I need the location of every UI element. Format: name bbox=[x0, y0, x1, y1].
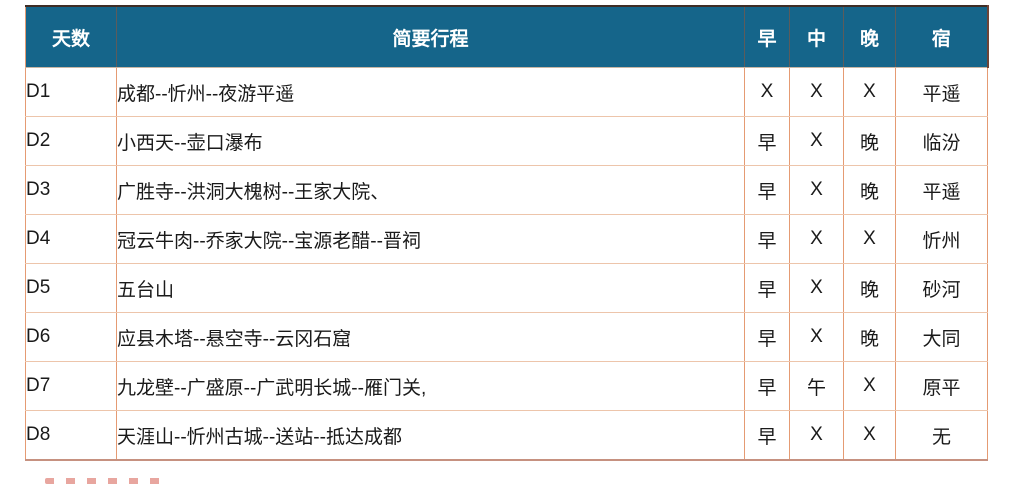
lunch-cell: X bbox=[789, 67, 844, 117]
table-row: D4 冠云牛肉--乔家大院--宝源老醋--晋祠 早 X X 忻州 bbox=[25, 214, 988, 264]
breakfast-cell: 早 bbox=[744, 361, 790, 411]
header-itinerary: 简要行程 bbox=[116, 5, 745, 68]
dinner-cell: X bbox=[843, 67, 896, 117]
lunch-cell: X bbox=[789, 214, 844, 264]
day-cell: D6 bbox=[25, 312, 117, 362]
header-breakfast: 早 bbox=[744, 5, 790, 68]
stay-cell: 忻州 bbox=[895, 214, 988, 264]
header-row: 天数 简要行程 早 中 晚 宿 bbox=[25, 5, 989, 68]
stay-cell: 砂河 bbox=[895, 263, 988, 313]
table-row: D6 应县木塔--悬空寺--云冈石窟 早 X 晚 大同 bbox=[25, 312, 988, 362]
stay-cell: 临汾 bbox=[895, 116, 988, 166]
lunch-cell: X bbox=[789, 410, 844, 461]
header-lunch: 中 bbox=[789, 5, 844, 68]
lunch-cell: 午 bbox=[789, 361, 844, 411]
header-stay: 宿 bbox=[895, 5, 989, 68]
day-cell: D8 bbox=[25, 410, 117, 461]
breakfast-cell: 早 bbox=[744, 165, 790, 215]
cut-off-red-text bbox=[45, 478, 163, 484]
stay-cell: 无 bbox=[895, 410, 988, 461]
dinner-cell: 晚 bbox=[843, 116, 896, 166]
breakfast-cell: X bbox=[744, 67, 790, 117]
day-cell: D2 bbox=[25, 116, 117, 166]
itinerary-cell: 五台山 bbox=[116, 263, 745, 313]
lunch-cell: X bbox=[789, 312, 844, 362]
itinerary-cell: 广胜寺--洪洞大槐树--王家大院、 bbox=[116, 165, 745, 215]
itinerary-cell: 成都--忻州--夜游平遥 bbox=[116, 67, 745, 117]
itinerary-table: 天数 简要行程 早 中 晚 宿 D1 成都--忻州--夜游平遥 X X X 平遥… bbox=[25, 5, 989, 461]
breakfast-cell: 早 bbox=[744, 116, 790, 166]
header-day: 天数 bbox=[25, 5, 117, 68]
day-cell: D4 bbox=[25, 214, 117, 264]
dinner-cell: 晚 bbox=[843, 165, 896, 215]
itinerary-cell: 冠云牛肉--乔家大院--宝源老醋--晋祠 bbox=[116, 214, 745, 264]
dinner-cell: X bbox=[843, 361, 896, 411]
breakfast-cell: 早 bbox=[744, 312, 790, 362]
breakfast-cell: 早 bbox=[744, 410, 790, 461]
stay-cell: 大同 bbox=[895, 312, 988, 362]
table-row: D5 五台山 早 X 晚 砂河 bbox=[25, 263, 988, 313]
dinner-cell: 晚 bbox=[843, 312, 896, 362]
itinerary-cell: 九龙壁--广盛原--广武明长城--雁门关, bbox=[116, 361, 745, 411]
table-header: 天数 简要行程 早 中 晚 宿 bbox=[25, 5, 989, 68]
lunch-cell: X bbox=[789, 165, 844, 215]
table-row: D8 天涯山--忻州古城--送站--抵达成都 早 X X 无 bbox=[25, 410, 988, 461]
lunch-cell: X bbox=[789, 263, 844, 313]
table-body: D1 成都--忻州--夜游平遥 X X X 平遥 D2 小西天--壶口瀑布 早 … bbox=[25, 67, 988, 461]
stay-cell: 平遥 bbox=[895, 165, 988, 215]
lunch-cell: X bbox=[789, 116, 844, 166]
header-dinner: 晚 bbox=[843, 5, 896, 68]
dinner-cell: 晚 bbox=[843, 263, 896, 313]
table-row: D2 小西天--壶口瀑布 早 X 晚 临汾 bbox=[25, 116, 988, 166]
dinner-cell: X bbox=[843, 214, 896, 264]
day-cell: D7 bbox=[25, 361, 117, 411]
dinner-cell: X bbox=[843, 410, 896, 461]
day-cell: D5 bbox=[25, 263, 117, 313]
stay-cell: 原平 bbox=[895, 361, 988, 411]
table-row: D1 成都--忻州--夜游平遥 X X X 平遥 bbox=[25, 67, 988, 117]
day-cell: D1 bbox=[25, 67, 117, 117]
breakfast-cell: 早 bbox=[744, 214, 790, 264]
itinerary-cell: 应县木塔--悬空寺--云冈石窟 bbox=[116, 312, 745, 362]
table-row: D3 广胜寺--洪洞大槐树--王家大院、 早 X 晚 平遥 bbox=[25, 165, 988, 215]
itinerary-cell: 天涯山--忻州古城--送站--抵达成都 bbox=[116, 410, 745, 461]
table-row: D7 九龙壁--广盛原--广武明长城--雁门关, 早 午 X 原平 bbox=[25, 361, 988, 411]
day-cell: D3 bbox=[25, 165, 117, 215]
stay-cell: 平遥 bbox=[895, 67, 988, 117]
itinerary-cell: 小西天--壶口瀑布 bbox=[116, 116, 745, 166]
breakfast-cell: 早 bbox=[744, 263, 790, 313]
